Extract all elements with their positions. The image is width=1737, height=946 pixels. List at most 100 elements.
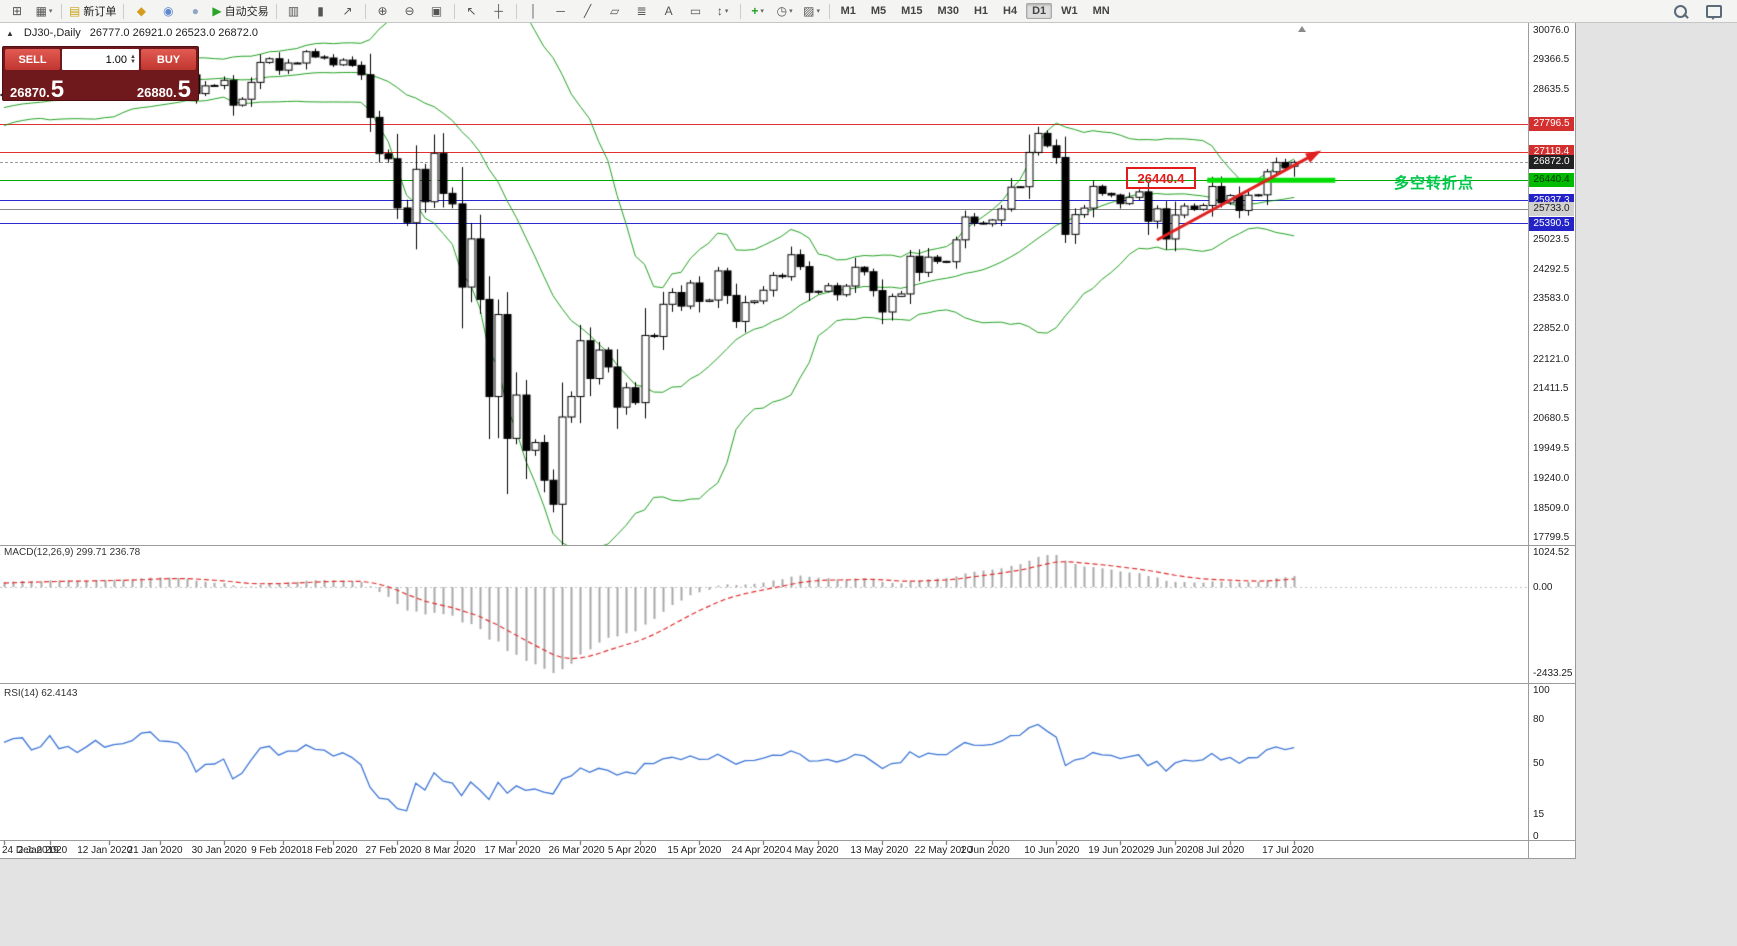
panel-separator[interactable] <box>0 683 1575 684</box>
toolbar-separator <box>123 3 125 19</box>
turning-point-text[interactable]: 多空转折点 <box>1394 175 1475 192</box>
crosshair-button[interactable]: ┼ <box>486 2 512 21</box>
crosshair-icon: ┼ <box>494 4 503 18</box>
vertical-line-button[interactable]: │ <box>521 2 547 21</box>
candlestick-chart-icon: ▮ <box>317 4 324 18</box>
profiles-icon: ▦ <box>35 4 47 18</box>
templates-icon: ▨ <box>803 4 815 18</box>
price-level-line[interactable] <box>0 161 1528 163</box>
signals-button[interactable]: ◉ <box>155 2 181 21</box>
periods-icon: ◷ <box>776 4 788 18</box>
cursor-icon: ↖ <box>466 4 477 18</box>
timeframe-m5[interactable]: M5 <box>870 5 887 17</box>
level-lines-layer <box>0 23 1575 858</box>
buy-button[interactable]: BUY <box>141 49 196 70</box>
main-toolbar: ⊞ ▦ ▾ ▤ 新订单 ◆ ◉ ● ▶ 自动交易 ▥ ▮ ↗ ⊕ ⊖ ▣ ↖ ┼ │ ─ ╱ ▱ ≣ A ▭ ↕ ▾ + ▾ ◷ ▾ ▨ ▾ M1… <box>0 0 1737 23</box>
line-chart-button[interactable]: ↗ <box>335 2 361 21</box>
toolbar-buttons: ⊞ ▦ ▾ ▤ 新订单 ◆ ◉ ● ▶ 自动交易 ▥ ▮ ↗ ⊕ ⊖ ▣ ↖ ┼ │ ─ ╱ ▱ ≣ A ▭ ↕ ▾ + ▾ ◷ ▾ ▨ ▾ M1… <box>4 2 1117 21</box>
trendline-button[interactable]: ╱ <box>575 2 601 21</box>
timeframe-d1[interactable]: D1 <box>1026 3 1053 19</box>
autotrading-icon: ▶ <box>212 4 222 18</box>
one-click-toggle-icon[interactable]: ▲ <box>6 28 14 38</box>
arrows-icon: ↕ <box>716 4 723 18</box>
timeframe-w1[interactable]: W1 <box>1061 5 1078 17</box>
new-chart-button[interactable]: ⊞ <box>4 2 30 21</box>
panel-separator[interactable] <box>0 545 1575 546</box>
candlestick-chart-button[interactable]: ▮ <box>308 2 334 21</box>
horizontal-line-icon: ─ <box>556 4 565 18</box>
toolbar-separator <box>739 3 741 19</box>
fibonacci-button[interactable]: ≣ <box>629 2 655 21</box>
autotrading-button-label: 自动交易 <box>224 6 269 18</box>
caret-icon: ▾ <box>789 8 793 15</box>
timeframe-h1[interactable]: H1 <box>973 5 989 17</box>
search-button[interactable] <box>1667 2 1693 21</box>
autotrading-button[interactable]: ▶ 自动交易 <box>209 2 271 21</box>
timeframe-mn[interactable]: MN <box>1092 5 1110 17</box>
chart-shift-marker-icon[interactable] <box>1298 26 1306 32</box>
cursor-button[interactable]: ↖ <box>459 2 485 21</box>
price-level-line[interactable] <box>0 179 1528 181</box>
channel-icon: ▱ <box>609 4 620 18</box>
vertical-line-icon: │ <box>529 4 538 18</box>
zoom-out-button[interactable]: ⊖ <box>397 2 423 21</box>
templates-button[interactable]: ▨ ▾ <box>799 2 825 21</box>
zoom-in-icon: ⊕ <box>377 4 388 18</box>
chart-info-line: ▲ DJ30-,Daily 26777.0 26921.0 26523.0 26… <box>6 27 258 39</box>
lot-spinner[interactable]: ▲ ▼ <box>130 54 136 65</box>
price-level-line[interactable] <box>0 208 1528 210</box>
price-level-line[interactable] <box>0 223 1528 224</box>
rsi-label: RSI(14) 62.4143 <box>4 688 78 699</box>
timeframe-m15[interactable]: M15 <box>901 5 923 17</box>
lot-size-input[interactable]: 1.00 ▲ ▼ <box>62 49 139 70</box>
toolbar-separator <box>364 3 366 19</box>
spinner-down-icon[interactable]: ▼ <box>130 58 136 65</box>
price-level-line[interactable] <box>0 200 1528 202</box>
caret-icon: ▾ <box>760 8 764 15</box>
timeframe-m30[interactable]: M30 <box>937 5 959 17</box>
market-button[interactable]: ◆ <box>128 2 154 21</box>
text-button[interactable]: A <box>656 2 682 21</box>
price-level-line[interactable] <box>0 123 1528 125</box>
timeframe-m1[interactable]: M1 <box>840 5 856 17</box>
new-chart-icon: ⊞ <box>11 4 23 18</box>
toolbar-separator <box>453 3 455 19</box>
channel-button[interactable]: ▱ <box>602 2 628 21</box>
price-level-line[interactable] <box>0 151 1528 153</box>
horizontal-line-button[interactable]: ─ <box>548 2 574 21</box>
level-callout-box[interactable]: 26440.4 <box>1126 167 1196 189</box>
line-chart-icon: ↗ <box>342 4 353 18</box>
fibonacci-icon: ≣ <box>636 4 647 18</box>
timeframe-h4[interactable]: H4 <box>1003 5 1018 17</box>
toolbar-separator <box>61 3 62 19</box>
caret-icon: ▾ <box>724 8 729 15</box>
symbol-title: DJ30-,Daily <box>23 27 81 39</box>
periods-button[interactable]: ◷ ▾ <box>772 2 798 21</box>
community-button[interactable]: ● <box>182 2 208 21</box>
tile-windows-button[interactable]: ▣ <box>424 2 450 21</box>
label-button[interactable]: ▭ <box>683 2 709 21</box>
panel-separator <box>0 840 1575 841</box>
profiles-button[interactable]: ▦ ▾ <box>31 2 57 21</box>
arrows-button[interactable]: ↕ ▾ <box>710 2 736 21</box>
sell-button[interactable]: SELL <box>5 49 60 70</box>
ohlc-values: 26777.0 26921.0 26523.0 26872.0 <box>89 27 258 39</box>
community-icon: ● <box>191 4 199 18</box>
zoom-in-button[interactable]: ⊕ <box>370 2 396 21</box>
new-order-icon: ▤ <box>69 4 81 18</box>
toolbar-separator <box>515 3 517 19</box>
indicators-button[interactable]: + ▾ <box>745 2 771 21</box>
toolbar-separator <box>828 3 830 19</box>
tile-windows-icon: ▣ <box>430 4 443 18</box>
trendline-icon: ╱ <box>583 4 592 18</box>
bar-chart-button[interactable]: ▥ <box>281 2 307 21</box>
market-icon: ◆ <box>136 4 146 18</box>
chat-button[interactable] <box>1701 2 1727 21</box>
sell-price: 26870. 5 <box>10 76 65 103</box>
search-icon <box>1673 4 1687 18</box>
label-icon: ▭ <box>689 4 702 18</box>
new-order-button[interactable]: ▤ 新订单 <box>66 2 119 21</box>
price-axis-border <box>1528 23 1529 858</box>
new-order-button-label: 新订单 <box>83 6 117 18</box>
